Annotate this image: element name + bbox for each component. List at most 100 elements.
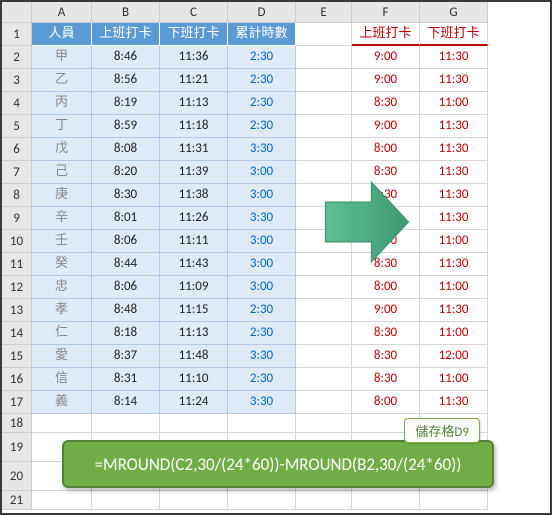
cell-F14[interactable]: 8:30 bbox=[352, 322, 420, 345]
cell-E13[interactable] bbox=[296, 299, 352, 322]
select-all-corner[interactable] bbox=[2, 2, 32, 23]
cell-E16[interactable] bbox=[296, 368, 352, 391]
cell-C12[interactable]: 11:09 bbox=[160, 276, 228, 299]
cell-D18[interactable] bbox=[228, 414, 296, 433]
cell-E1[interactable] bbox=[296, 23, 352, 46]
row-header-18[interactable]: 18 bbox=[2, 414, 32, 433]
cell-E12[interactable] bbox=[296, 276, 352, 299]
cell-C2[interactable]: 11:36 bbox=[160, 46, 228, 69]
cell-A11[interactable]: 癸 bbox=[32, 253, 92, 276]
cell-F17[interactable]: 8:00 bbox=[352, 391, 420, 414]
cell-G16[interactable]: 11:00 bbox=[420, 368, 488, 391]
cell-B18[interactable] bbox=[92, 414, 160, 433]
cell-B4[interactable]: 8:19 bbox=[92, 92, 160, 115]
cell-F9[interactable]: 8:00 bbox=[352, 207, 420, 230]
cell-E17[interactable] bbox=[296, 391, 352, 414]
row-header-9[interactable]: 9 bbox=[2, 207, 32, 230]
row-header-21[interactable]: 21 bbox=[2, 491, 32, 510]
cell-F15[interactable]: 8:30 bbox=[352, 345, 420, 368]
cell-B21[interactable] bbox=[92, 491, 160, 510]
cell-F16[interactable]: 8:30 bbox=[352, 368, 420, 391]
cell-F6[interactable]: 8:00 bbox=[352, 138, 420, 161]
cell-D12[interactable]: 3:00 bbox=[228, 276, 296, 299]
cell-G5[interactable]: 11:30 bbox=[420, 115, 488, 138]
cell-C18[interactable] bbox=[160, 414, 228, 433]
cell-D3[interactable]: 2:30 bbox=[228, 69, 296, 92]
row-header-1[interactable]: 1 bbox=[2, 23, 32, 46]
cell-G3[interactable]: 11:30 bbox=[420, 69, 488, 92]
cell-B1[interactable]: 上班打卡 bbox=[92, 23, 160, 46]
cell-G15[interactable]: 12:00 bbox=[420, 345, 488, 368]
cell-E6[interactable] bbox=[296, 138, 352, 161]
cell-E10[interactable] bbox=[296, 230, 352, 253]
cell-F2[interactable]: 9:00 bbox=[352, 46, 420, 69]
row-header-16[interactable]: 16 bbox=[2, 368, 32, 391]
cell-G8[interactable]: 11:30 bbox=[420, 184, 488, 207]
cell-D7[interactable]: 3:00 bbox=[228, 161, 296, 184]
cell-E21[interactable] bbox=[296, 491, 352, 510]
row-header-7[interactable]: 7 bbox=[2, 161, 32, 184]
cell-A5[interactable]: 丁 bbox=[32, 115, 92, 138]
cell-A6[interactable]: 戊 bbox=[32, 138, 92, 161]
cell-A18[interactable] bbox=[32, 414, 92, 433]
cell-A7[interactable]: 己 bbox=[32, 161, 92, 184]
row-header-10[interactable]: 10 bbox=[2, 230, 32, 253]
cell-D14[interactable]: 2:30 bbox=[228, 322, 296, 345]
cell-F4[interactable]: 8:30 bbox=[352, 92, 420, 115]
cell-A2[interactable]: 甲 bbox=[32, 46, 92, 69]
cell-C17[interactable]: 11:24 bbox=[160, 391, 228, 414]
cell-A21[interactable] bbox=[32, 491, 92, 510]
cell-C6[interactable]: 11:31 bbox=[160, 138, 228, 161]
cell-F13[interactable]: 9:00 bbox=[352, 299, 420, 322]
col-header-B[interactable]: B bbox=[92, 2, 160, 23]
cell-A17[interactable]: 義 bbox=[32, 391, 92, 414]
row-header-20[interactable]: 20 bbox=[2, 462, 32, 491]
cell-D11[interactable]: 3:00 bbox=[228, 253, 296, 276]
row-header-17[interactable]: 17 bbox=[2, 391, 32, 414]
cell-G12[interactable]: 11:00 bbox=[420, 276, 488, 299]
row-header-3[interactable]: 3 bbox=[2, 69, 32, 92]
cell-C16[interactable]: 11:10 bbox=[160, 368, 228, 391]
cell-F21[interactable] bbox=[352, 491, 420, 510]
cell-B13[interactable]: 8:48 bbox=[92, 299, 160, 322]
cell-C11[interactable]: 11:43 bbox=[160, 253, 228, 276]
cell-C14[interactable]: 11:13 bbox=[160, 322, 228, 345]
row-header-8[interactable]: 8 bbox=[2, 184, 32, 207]
cell-E9[interactable] bbox=[296, 207, 352, 230]
cell-D5[interactable]: 2:30 bbox=[228, 115, 296, 138]
cell-B11[interactable]: 8:44 bbox=[92, 253, 160, 276]
cell-C21[interactable] bbox=[160, 491, 228, 510]
cell-C7[interactable]: 11:39 bbox=[160, 161, 228, 184]
cell-E5[interactable] bbox=[296, 115, 352, 138]
cell-D1[interactable]: 累計時數 bbox=[228, 23, 296, 46]
cell-D15[interactable]: 3:30 bbox=[228, 345, 296, 368]
cell-D9[interactable]: 3:30 bbox=[228, 207, 296, 230]
cell-D2[interactable]: 2:30 bbox=[228, 46, 296, 69]
cell-G2[interactable]: 11:30 bbox=[420, 46, 488, 69]
cell-A4[interactable]: 丙 bbox=[32, 92, 92, 115]
cell-A15[interactable]: 愛 bbox=[32, 345, 92, 368]
cell-B3[interactable]: 8:56 bbox=[92, 69, 160, 92]
cell-E3[interactable] bbox=[296, 69, 352, 92]
row-header-11[interactable]: 11 bbox=[2, 253, 32, 276]
cell-D4[interactable]: 2:30 bbox=[228, 92, 296, 115]
cell-C1[interactable]: 下班打卡 bbox=[160, 23, 228, 46]
cell-C5[interactable]: 11:18 bbox=[160, 115, 228, 138]
cell-D16[interactable]: 2:30 bbox=[228, 368, 296, 391]
row-header-5[interactable]: 5 bbox=[2, 115, 32, 138]
cell-E7[interactable] bbox=[296, 161, 352, 184]
cell-G10[interactable]: 11:00 bbox=[420, 230, 488, 253]
cell-B7[interactable]: 8:20 bbox=[92, 161, 160, 184]
cell-E2[interactable] bbox=[296, 46, 352, 69]
cell-G9[interactable]: 11:30 bbox=[420, 207, 488, 230]
col-header-E[interactable]: E bbox=[296, 2, 352, 23]
cell-G14[interactable]: 11:00 bbox=[420, 322, 488, 345]
cell-D6[interactable]: 3:30 bbox=[228, 138, 296, 161]
col-header-F[interactable]: F bbox=[352, 2, 420, 23]
cell-E14[interactable] bbox=[296, 322, 352, 345]
cell-F5[interactable]: 9:00 bbox=[352, 115, 420, 138]
cell-C13[interactable]: 11:15 bbox=[160, 299, 228, 322]
cell-C15[interactable]: 11:48 bbox=[160, 345, 228, 368]
cell-C3[interactable]: 11:21 bbox=[160, 69, 228, 92]
cell-G21[interactable] bbox=[420, 491, 488, 510]
